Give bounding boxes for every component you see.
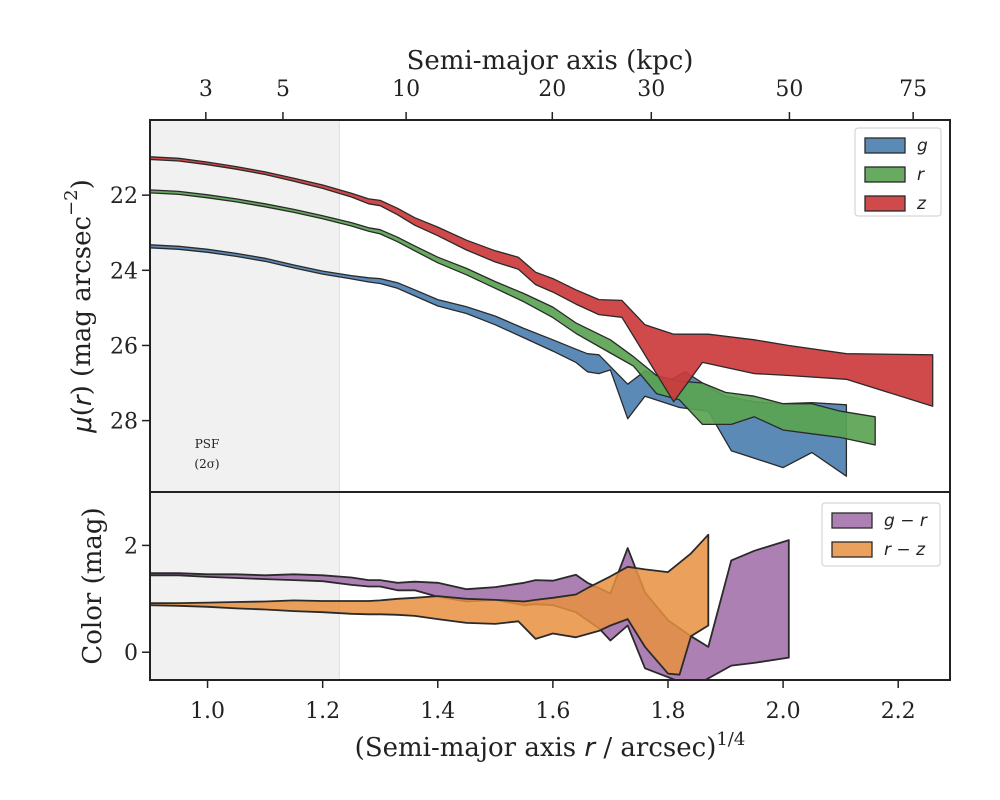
x-axis-title-exp: 1/4 bbox=[716, 729, 745, 750]
legend-label-part: r bbox=[884, 540, 892, 560]
legend-label-part: r bbox=[920, 511, 928, 531]
legend-label: r bbox=[917, 165, 925, 185]
top-x-axis-ticks: 3 5 10 20 30 50 75 bbox=[199, 77, 927, 120]
band-r bbox=[150, 189, 876, 446]
legend-swatch bbox=[831, 512, 873, 529]
y-axis-ticks: 22 24 26 28 bbox=[110, 184, 150, 435]
y-axis-title-rest: (mag arcsec bbox=[67, 216, 97, 385]
x-tick-label: 1.2 bbox=[305, 699, 340, 724]
legend-label-part: z bbox=[915, 540, 926, 560]
color-y-axis-title: Color (mag) bbox=[78, 507, 108, 664]
top-tick-label: 50 bbox=[775, 77, 803, 102]
x-tick-label: 1.6 bbox=[535, 699, 570, 724]
color-y-tick-label: 2 bbox=[124, 534, 138, 559]
x-axis-title-r: r bbox=[584, 733, 597, 763]
psf-label-line-1: PSF bbox=[195, 437, 220, 451]
y-axis-title-r: r bbox=[68, 393, 98, 406]
legend-swatch bbox=[864, 137, 906, 154]
top-panel: PSF (2σ) 22 24 26 28 3 5 10 20 30 50 75 Semi-majo… bbox=[61, 46, 951, 493]
y-axis-title-mu: μ bbox=[68, 416, 98, 434]
y-axis-title: μ(r) (mag arcsec−2) bbox=[61, 179, 98, 434]
svg-text:μ(r) (mag arcsec−2): μ(r) (mag arcsec−2) bbox=[61, 179, 98, 434]
x-tick-label: 1.0 bbox=[190, 699, 225, 724]
top-axis-title: Semi-major axis (kpc) bbox=[407, 46, 694, 76]
bottom-panel: 02 1.0 1.2 1.4 1.6 1.8 2.0 2.2 Color (mag) (Se… bbox=[78, 491, 951, 763]
legend-label: g bbox=[917, 136, 928, 156]
top-tick-label: 5 bbox=[276, 77, 290, 102]
legend-label-part: − bbox=[895, 511, 920, 531]
x-tick-label: 1.8 bbox=[650, 699, 685, 724]
y-tick-label: 24 bbox=[110, 259, 138, 284]
x-axis-title-post: / arcsec) bbox=[595, 733, 716, 763]
psf-shade bbox=[150, 120, 340, 492]
y-axis-title-end: ) bbox=[67, 179, 97, 189]
color-y-tick-label: 0 bbox=[124, 641, 138, 666]
top-tick-label: 10 bbox=[392, 77, 420, 102]
x-tick-label: 2.2 bbox=[881, 699, 916, 724]
legend-swatch bbox=[864, 195, 906, 212]
x-axis-title-pre: (Semi-major axis bbox=[355, 733, 585, 763]
legend-label-part: g bbox=[884, 511, 895, 531]
y-tick-label: 22 bbox=[110, 184, 138, 209]
top-tick-label: 20 bbox=[538, 77, 566, 102]
color-band-layer bbox=[150, 533, 790, 680]
legend-swatch bbox=[864, 166, 906, 183]
band-z bbox=[150, 156, 934, 407]
x-axis-title: (Semi-major axis r / arcsec)1/4 bbox=[355, 729, 746, 763]
bottom-panel-frame bbox=[149, 491, 951, 681]
x-tick-label: 2.0 bbox=[766, 699, 801, 724]
y-axis-title-close: ) bbox=[67, 385, 97, 395]
band-layer bbox=[150, 156, 934, 477]
y-axis-title-exp: −2 bbox=[61, 189, 82, 216]
band-r-z bbox=[150, 533, 710, 676]
y-tick-label: 26 bbox=[110, 334, 138, 359]
y-axis-title-open: ( bbox=[67, 406, 97, 416]
legend-label: g − r bbox=[884, 511, 928, 531]
x-axis-ticks: 1.0 1.2 1.4 1.6 1.8 2.0 2.2 bbox=[190, 680, 916, 724]
color-y-axis-ticks: 02 bbox=[124, 534, 150, 666]
legend-swatch bbox=[831, 541, 873, 558]
top-tick-label: 30 bbox=[637, 77, 665, 102]
top-tick-label: 75 bbox=[899, 77, 927, 102]
y-tick-label: 28 bbox=[110, 410, 138, 435]
legend-label: z bbox=[916, 194, 927, 214]
top-tick-label: 3 bbox=[199, 77, 213, 102]
band-g bbox=[150, 244, 848, 477]
legend-bands: grz bbox=[854, 127, 942, 217]
x-tick-label: 1.4 bbox=[420, 699, 455, 724]
legend-label: r − z bbox=[884, 540, 926, 560]
psf-shade bbox=[150, 492, 340, 680]
legend-label-part: − bbox=[891, 540, 916, 560]
psf-label-line-2: (2σ) bbox=[194, 457, 219, 471]
legend-colors: g − rr − z bbox=[821, 502, 941, 567]
